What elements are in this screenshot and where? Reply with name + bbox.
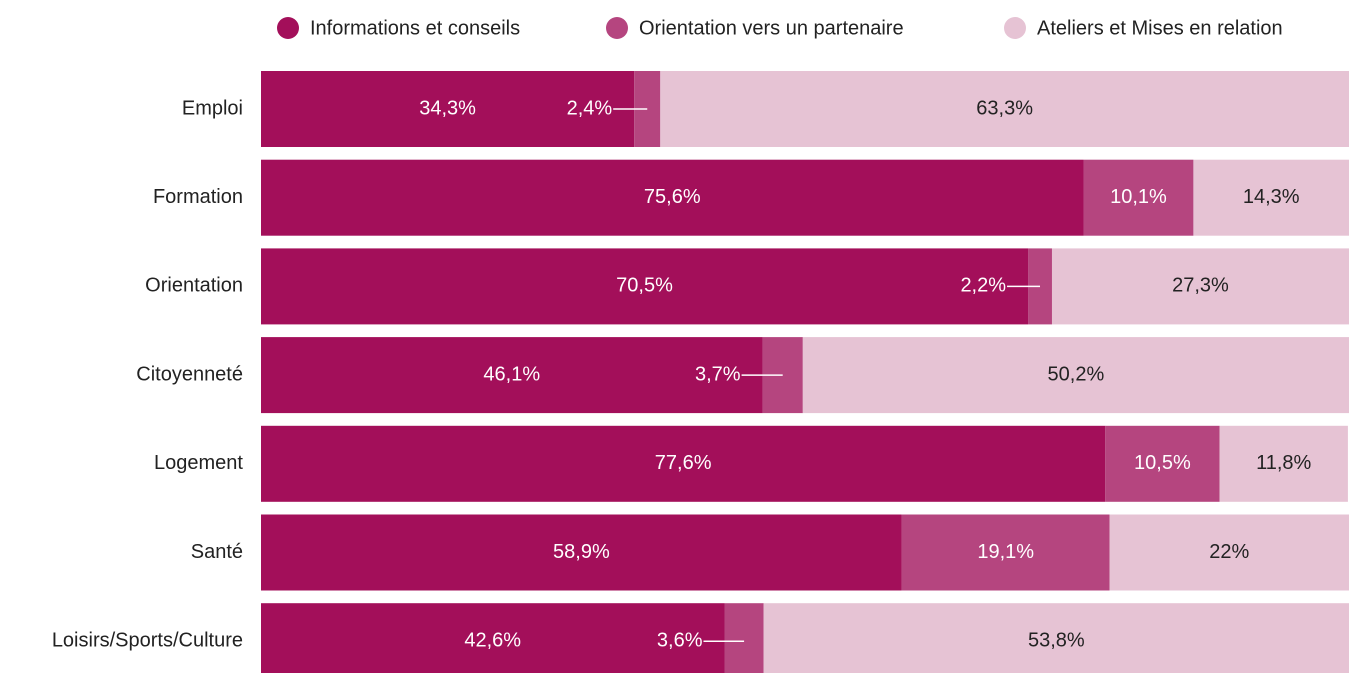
category-label: Loisirs/Sports/Culture bbox=[52, 629, 243, 651]
value-label: 34,3% bbox=[419, 97, 476, 119]
bar-segment bbox=[1109, 514, 1349, 591]
value-label: 75,6% bbox=[644, 186, 701, 208]
bar-segment bbox=[1219, 425, 1348, 502]
bar-segment bbox=[660, 71, 1349, 147]
value-label: 50,2% bbox=[1048, 363, 1105, 385]
bar-segment bbox=[802, 337, 1349, 414]
legend-marker bbox=[1004, 17, 1026, 39]
bar-segment bbox=[261, 425, 1106, 502]
legend-label: Informations et conseils bbox=[310, 17, 520, 39]
bar-segment bbox=[1193, 159, 1349, 236]
legend-marker bbox=[277, 17, 299, 39]
bar-segment bbox=[1105, 425, 1220, 502]
legend-label: Ateliers et Mises en relation bbox=[1037, 17, 1283, 39]
category-label: Santé bbox=[191, 541, 243, 563]
category-label: Formation bbox=[153, 186, 243, 208]
category-label: Emploi bbox=[182, 97, 243, 119]
value-label: 70,5% bbox=[616, 275, 673, 297]
value-label: 58,9% bbox=[553, 541, 610, 563]
bar-segment bbox=[1083, 159, 1194, 236]
bar-segment bbox=[261, 159, 1084, 236]
value-label: 46,1% bbox=[483, 363, 540, 385]
value-label: 3,7% bbox=[695, 363, 741, 385]
value-label: 14,3% bbox=[1243, 186, 1300, 208]
bar-segment bbox=[261, 603, 725, 673]
value-label: 2,2% bbox=[960, 275, 1006, 297]
value-label: 53,8% bbox=[1028, 629, 1085, 651]
value-label: 10,5% bbox=[1134, 452, 1191, 474]
value-label: 27,3% bbox=[1172, 275, 1229, 297]
legend-label: Orientation vers un partenaire bbox=[639, 17, 904, 39]
value-label: 19,1% bbox=[977, 541, 1034, 563]
bar-segment bbox=[724, 603, 764, 673]
bar-segment bbox=[1051, 248, 1349, 325]
bar-segment bbox=[261, 337, 763, 414]
bar-segment bbox=[261, 248, 1029, 325]
bar-segment bbox=[261, 514, 902, 591]
category-label: Logement bbox=[154, 452, 243, 474]
value-label: 63,3% bbox=[976, 97, 1033, 119]
category-label: Orientation bbox=[145, 275, 243, 297]
bar-segment bbox=[261, 71, 635, 147]
value-label: 42,6% bbox=[464, 629, 521, 651]
legend-marker bbox=[606, 17, 628, 39]
value-label: 2,4% bbox=[567, 97, 613, 119]
category-label: Citoyenneté bbox=[136, 363, 243, 385]
value-label: 77,6% bbox=[655, 452, 712, 474]
bar-segment bbox=[901, 514, 1110, 591]
value-label: 10,1% bbox=[1110, 186, 1167, 208]
value-label: 3,6% bbox=[657, 629, 703, 651]
value-label: 11,8% bbox=[1256, 452, 1311, 474]
value-label: 22% bbox=[1209, 541, 1249, 563]
bar-segment bbox=[763, 603, 1349, 673]
